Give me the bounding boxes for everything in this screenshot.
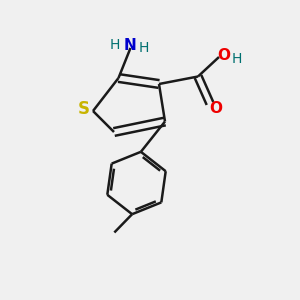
Text: O: O — [217, 48, 230, 63]
Text: S: S — [78, 100, 90, 118]
Text: H: H — [139, 41, 149, 55]
Text: H: H — [110, 38, 120, 52]
Text: H: H — [231, 52, 242, 66]
Text: N: N — [123, 38, 136, 52]
Text: O: O — [209, 101, 223, 116]
